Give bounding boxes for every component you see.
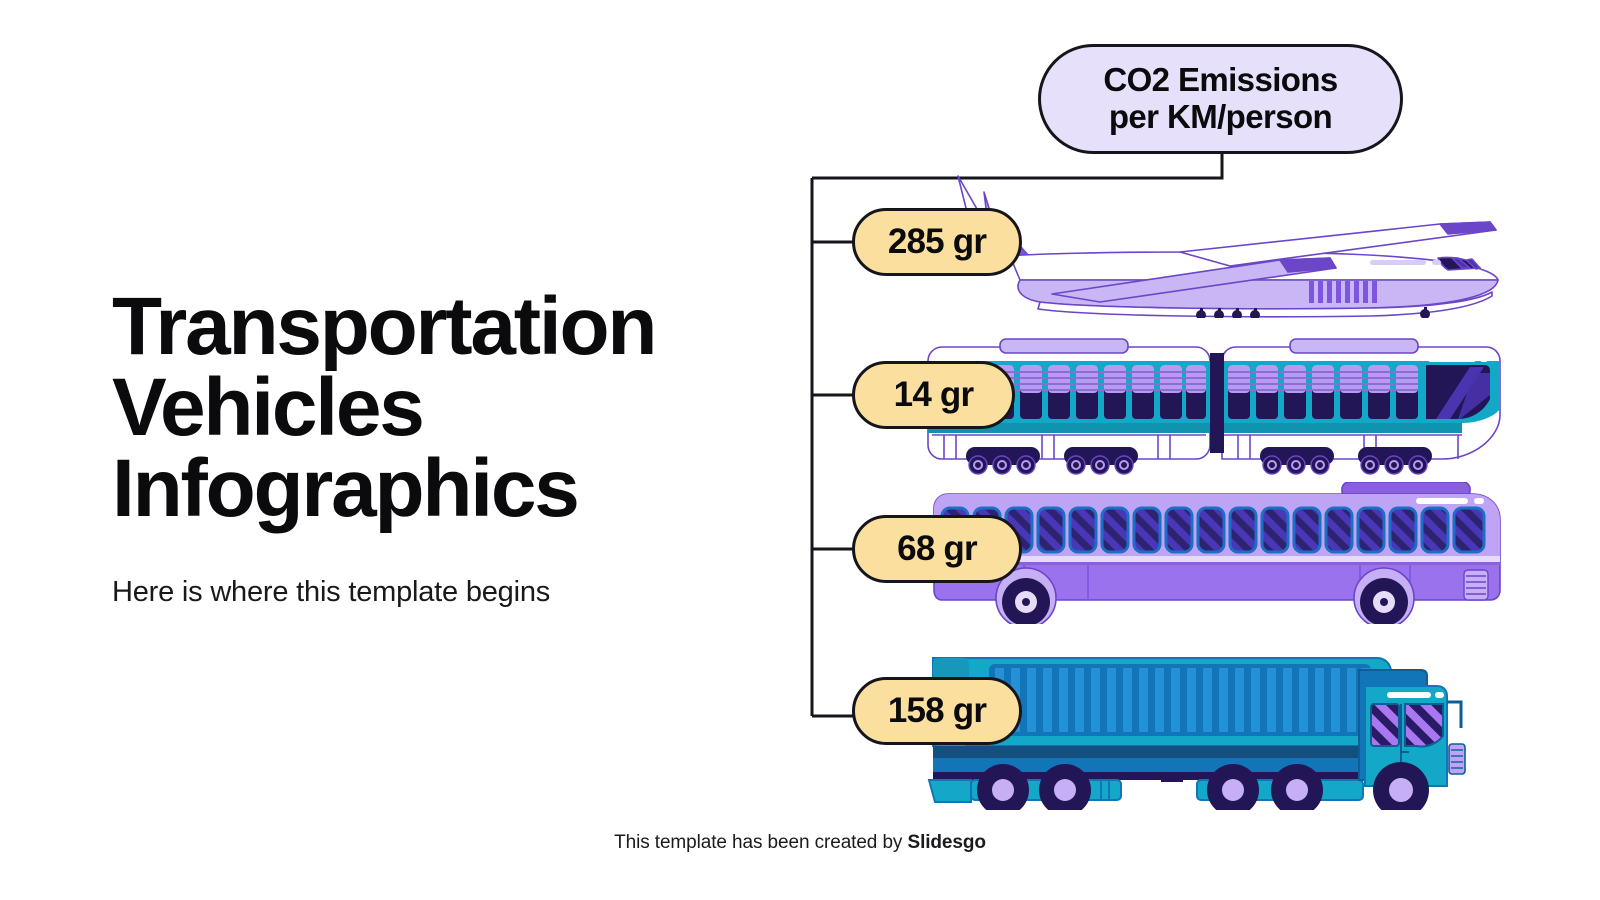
co2-header-bubble: CO2 Emissions per KM/person <box>1038 44 1403 154</box>
value-pill-bus: 68 gr <box>852 515 1022 583</box>
value-label-truck: 158 gr <box>887 691 987 730</box>
title-block: Transportation Vehicles Infographics Her… <box>112 286 772 609</box>
train-illustration <box>922 333 1512 483</box>
value-label-airplane: 285 gr <box>887 222 987 261</box>
page-subtitle: Here is where this template begins <box>112 575 551 608</box>
value-pill-airplane: 285 gr <box>852 208 1022 276</box>
page-title: Transportation Vehicles Infographics <box>112 281 657 535</box>
bus-illustration <box>928 481 1506 629</box>
footer-brand: Slidesgo <box>907 832 986 853</box>
co2-header-label: CO2 Emissions per KM/person <box>1103 61 1338 135</box>
connector-diagram <box>790 30 1600 820</box>
value-label-bus: 68 gr <box>897 529 977 568</box>
footer-credit: This template has been created by Slides… <box>0 832 1600 854</box>
connector-lines-svg <box>810 152 1224 718</box>
footer-prefix: This template has been created by <box>614 832 908 853</box>
value-pill-train: 14 gr <box>852 361 1015 429</box>
value-pill-truck: 158 gr <box>852 677 1022 745</box>
value-label-train: 14 gr <box>893 375 974 414</box>
branch-header <box>812 152 1224 180</box>
